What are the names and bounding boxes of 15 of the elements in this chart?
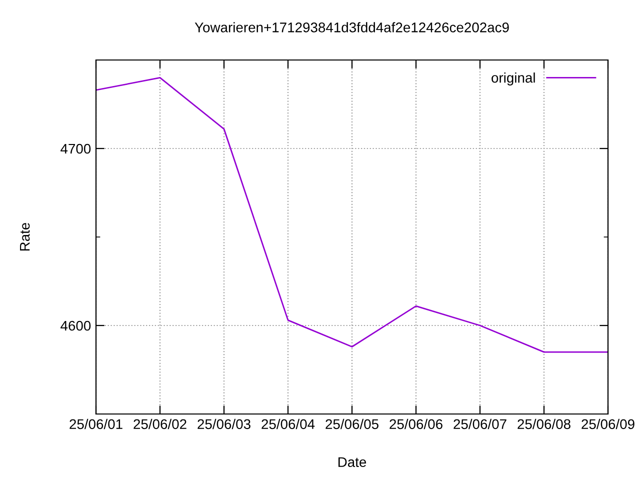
x-tick-label: 25/06/01 bbox=[70, 418, 122, 430]
x-axis-title: Date bbox=[338, 457, 366, 468]
x-tick-label: 25/06/09 bbox=[582, 418, 634, 430]
x-tick-label: 25/06/08 bbox=[518, 418, 570, 430]
x-tick-label: 25/06/06 bbox=[390, 418, 442, 430]
x-tick-label: 25/06/07 bbox=[454, 418, 506, 430]
y-axis-title: Rate bbox=[20, 222, 30, 251]
x-tick-label: 25/06/03 bbox=[198, 418, 250, 430]
chart-title: Yowarieren+171293841d3fdd4af2e12426ce202ac9 bbox=[194, 22, 509, 32]
x-tick-label: 25/06/04 bbox=[262, 418, 315, 430]
x-tick-label: 25/06/02 bbox=[134, 418, 186, 430]
x-tick-label: 25/06/05 bbox=[326, 418, 378, 430]
y-tick-label: 4700 bbox=[60, 144, 91, 154]
legend-label: original bbox=[492, 72, 535, 86]
y-tick-label: 4600 bbox=[60, 320, 91, 331]
